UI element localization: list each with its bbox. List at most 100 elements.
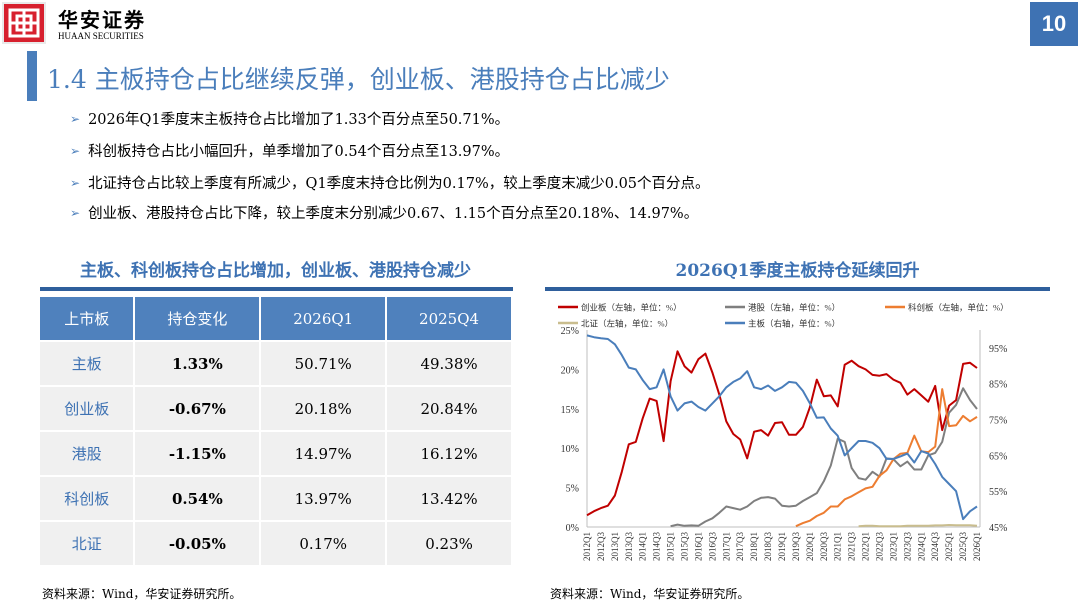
holding-change: -0.05% bbox=[133, 520, 262, 567]
x-axis-tick-label: 2012Q1 bbox=[582, 532, 592, 561]
logo-subtext: HUAAN SECURITIES bbox=[58, 31, 144, 41]
bullet-item: ➢ 北证持仓占比较上季度有所减少，Q1季度末持仓比例为0.17%，较上季度末减少0… bbox=[70, 172, 710, 193]
line-chart: 0% 5% 10% 15% 20% 25% 45% 55% 65% 75% 85% 95% 2012Q1… bbox=[558, 303, 1009, 561]
x-axis-tick-label: 2018Q1 bbox=[749, 532, 759, 561]
x-axis-tick-label: 2016Q3 bbox=[707, 532, 717, 561]
right-axis-tick-label: 95% bbox=[989, 344, 1007, 355]
x-axis-tick-label: 2017Q1 bbox=[721, 532, 731, 561]
arrow-bullet-icon: ➢ bbox=[70, 175, 81, 190]
table-row: 港股 -1.15% 14.97% 16.12% bbox=[37, 430, 513, 477]
x-axis-tick-label: 2026Q1 bbox=[972, 532, 982, 561]
x-axis-tick-label: 2016Q1 bbox=[693, 532, 703, 561]
board-name: 港股 bbox=[37, 430, 136, 477]
table-row: 主板 1.33% 50.71% 49.38% bbox=[37, 340, 513, 387]
left-axis-tick-label: 15% bbox=[561, 405, 579, 416]
left-axis-tick-label: 5% bbox=[566, 484, 579, 495]
x-axis-tick-label: 2013Q1 bbox=[610, 532, 620, 561]
bullet-item: ➢ 创业板、港股持仓占比下降，较上季度末分别减少0.67、1.15个百分点至20.… bbox=[70, 202, 698, 223]
column-header: 持仓变化 bbox=[133, 295, 262, 342]
holding-change: 0.54% bbox=[133, 475, 262, 522]
legend-label: 主板（右轴，单位：%） bbox=[748, 319, 840, 329]
board-name: 创业板 bbox=[37, 385, 136, 432]
x-axis-tick-label: 2017Q3 bbox=[735, 532, 745, 561]
logo-text: 华安证券 bbox=[58, 8, 146, 32]
bullet-item: ➢ 科创板持仓占比小幅回升，单季增加了0.54个百分点至13.97%。 bbox=[70, 140, 509, 161]
left-axis-tick-label: 20% bbox=[561, 365, 579, 376]
column-header: 2025Q4 bbox=[385, 295, 513, 342]
chart-title: 2026Q1季度主板持仓延续回升 bbox=[675, 261, 920, 281]
value-2025q4: 16.12% bbox=[385, 430, 513, 477]
bullet-item: ➢ 2026年Q1季度末主板持仓占比增加了1.33个百分点至50.71%。 bbox=[70, 108, 509, 129]
logo-pattern-icon bbox=[8, 8, 40, 38]
x-axis-tick-label: 2020Q3 bbox=[819, 532, 829, 561]
value-2026q1: 50.71% bbox=[259, 340, 388, 387]
x-axis-tick-label: 2025Q3 bbox=[958, 532, 968, 561]
value-2025q4: 0.23% bbox=[385, 520, 513, 567]
board-name: 主板 bbox=[37, 340, 136, 387]
x-axis-tick-label: 2024Q3 bbox=[930, 532, 940, 561]
board-name: 科创板 bbox=[37, 475, 136, 522]
x-axis-tick-label: 2014Q3 bbox=[652, 532, 662, 561]
left-axis-tick-label: 10% bbox=[561, 444, 579, 455]
right-axis-tick-label: 45% bbox=[989, 523, 1007, 534]
chart-source: 资料来源：Wind，华安证券研究所。 bbox=[550, 587, 750, 601]
table-row: 北证 -0.05% 0.17% 0.23% bbox=[37, 520, 513, 567]
x-axis-tick-label: 2012Q3 bbox=[596, 532, 606, 561]
value-2025q4: 13.42% bbox=[385, 475, 513, 522]
arrow-bullet-icon: ➢ bbox=[70, 205, 81, 220]
left-axis-tick-label: 0% bbox=[566, 523, 579, 534]
series-line bbox=[858, 524, 978, 528]
holdings-table: 上市板 持仓变化 2026Q1 2025Q4 主板 1.33% 50.71% 49.3… bbox=[37, 295, 513, 567]
x-axis-tick-label: 2014Q1 bbox=[638, 532, 648, 561]
value-2026q1: 14.97% bbox=[259, 430, 388, 477]
x-axis-tick-label: 2020Q1 bbox=[805, 532, 815, 561]
divider bbox=[545, 287, 1050, 291]
holding-change: 1.33% bbox=[133, 340, 262, 387]
legend-label: 港股（左轴，单位：%） bbox=[748, 303, 840, 313]
page-title: 1.4 主板持仓占比继续反弹，创业板、港股持仓占比减少 bbox=[47, 65, 670, 94]
value-2026q1: 0.17% bbox=[259, 520, 388, 567]
x-axis-tick-label: 2024Q1 bbox=[916, 532, 926, 561]
x-axis-tick-label: 2018Q3 bbox=[763, 532, 773, 561]
value-2025q4: 49.38% bbox=[385, 340, 513, 387]
column-header: 2026Q1 bbox=[259, 295, 388, 342]
table-source: 资料来源：Wind，华安证券研究所。 bbox=[42, 587, 242, 601]
x-axis-tick-label: 2022Q1 bbox=[861, 532, 871, 561]
x-axis-tick-label: 2019Q1 bbox=[777, 532, 787, 561]
x-axis-tick-label: 2025Q1 bbox=[944, 532, 954, 561]
right-axis-tick-label: 85% bbox=[989, 380, 1007, 391]
logo-mark bbox=[2, 2, 46, 44]
arrow-bullet-icon: ➢ bbox=[70, 143, 81, 158]
table-row: 创业板 -0.67% 20.18% 20.84% bbox=[37, 385, 513, 432]
title-accent bbox=[27, 51, 37, 101]
x-axis-tick-label: 2022Q3 bbox=[875, 532, 885, 561]
x-axis-tick-label: 2021Q1 bbox=[833, 532, 843, 561]
x-axis-tick-label: 2015Q3 bbox=[680, 532, 690, 561]
x-axis-tick-label: 2015Q1 bbox=[666, 532, 676, 561]
legend-label: 北证（左轴，单位：%） bbox=[581, 319, 673, 329]
table-header-row: 上市板 持仓变化 2026Q1 2025Q4 bbox=[37, 295, 513, 342]
legend-label: 创业板（左轴，单位：%） bbox=[581, 303, 682, 313]
bullet-text: 科创板持仓占比小幅回升，单季增加了0.54个百分点至13.97%。 bbox=[88, 144, 510, 160]
x-axis-tick-label: 2023Q1 bbox=[888, 532, 898, 561]
page-number: 10 bbox=[1030, 2, 1078, 46]
bullet-text: 北证持仓占比较上季度有所减少，Q1季度末持仓比例为0.17%，较上季度末减少0.… bbox=[88, 176, 710, 192]
arrow-bullet-icon: ➢ bbox=[70, 111, 81, 126]
legend-label: 科创板（左轴，单位：%） bbox=[908, 303, 1009, 313]
table-title: 主板、科创板持仓占比增加，创业板、港股持仓减少 bbox=[80, 261, 471, 281]
holding-change: -1.15% bbox=[133, 430, 262, 477]
series-line bbox=[586, 334, 978, 521]
left-axis-tick-label: 25% bbox=[561, 326, 579, 337]
series-line bbox=[795, 388, 978, 528]
series-line bbox=[670, 387, 978, 528]
right-axis-tick-label: 65% bbox=[989, 451, 1007, 462]
x-axis-tick-label: 2013Q3 bbox=[624, 532, 634, 561]
right-axis-tick-label: 75% bbox=[989, 416, 1007, 427]
board-name: 北证 bbox=[37, 520, 136, 567]
bullet-text: 创业板、港股持仓占比下降，较上季度末分别减少0.67、1.15个百分点至20.1… bbox=[88, 206, 699, 222]
x-axis-tick-label: 2019Q3 bbox=[791, 532, 801, 561]
right-axis-tick-label: 55% bbox=[989, 487, 1007, 498]
holding-change: -0.67% bbox=[133, 385, 262, 432]
divider bbox=[40, 287, 513, 291]
value-2025q4: 20.84% bbox=[385, 385, 513, 432]
